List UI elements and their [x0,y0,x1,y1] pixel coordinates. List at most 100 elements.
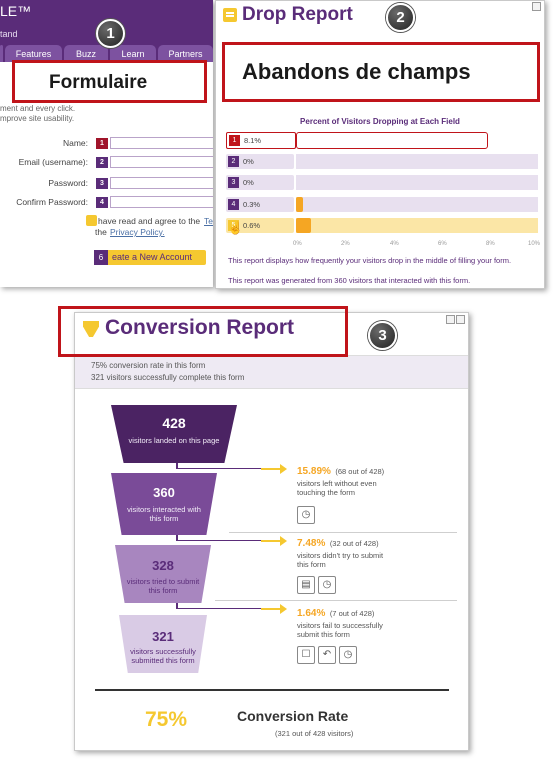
drop-desc: visitors fail to successfully [297,621,383,630]
callout-1: 1 [96,19,125,48]
drop-arrow [261,540,281,542]
undo-icon[interactable]: ↶ [318,646,336,664]
minimize-icon[interactable] [446,315,455,324]
bar-track [296,153,538,169]
label-box-abandons: Abandons de champs [222,42,540,102]
minimize-icon[interactable] [532,2,541,11]
drop-bar [296,196,304,212]
signup-form-panel: LE™ tand Features Buzz Learn Partners me… [0,0,213,287]
flow-line [176,540,261,541]
field-number-badge: 5 [228,220,239,231]
drop-count: (32 out of 428) [329,539,379,548]
drop-arrow [261,608,281,610]
confirm-password-label: Confirm Password: [16,197,88,207]
drop-percent: 0% [243,178,254,187]
label-abandons: Abandons de champs [242,59,471,84]
clock-icon[interactable]: ◷ [339,646,357,664]
field-number-badge: 3 [228,177,239,188]
axis-tick: 8% [486,241,495,247]
drop-percent: 7.48% [297,538,326,549]
axis-tick: 2% [341,241,350,247]
intro-text: mprove site usability. [0,114,75,123]
drop-desc: touching the form [297,488,355,497]
drop-stat-untouched: 15.89% (68 out of 428) visitors left wit… [297,461,447,497]
field-number-badge: 1 [96,138,108,149]
confirm-password-field[interactable] [110,196,213,208]
funnel-desc: visitors tried to submit [126,577,200,586]
field-number-badge: 2 [228,155,239,167]
drop-percent: 1.64% [297,608,326,619]
drop-desc: submit this form [297,630,350,639]
axis-tick: 10% [528,241,541,247]
label-box-formulaire: Formulaire [12,60,207,103]
drop-percent: 8.1% [244,136,262,145]
funnel-count: 428 [162,415,186,431]
funnel-desc: visitors landed on this page [128,436,220,445]
bar-track [296,196,538,212]
axis-tick: 4% [390,241,399,247]
tab-buzz[interactable]: Buzz [64,45,108,62]
site-logo: LE™ [0,3,32,19]
drop-percent: 0% [243,156,254,166]
funnel-desc: visitors successfully [130,647,196,656]
drop-percent: 0.6% [243,221,261,230]
field-number-badge: 2 [96,157,108,168]
field-number-badge: 6 [94,250,108,265]
drop-count: (7 out of 428) [329,609,375,618]
name-field[interactable] [110,137,213,149]
tab-partial[interactable] [0,45,3,62]
funnel-stage-landed: 428 visitors landed on this page [111,405,237,463]
arrow-head-icon [280,604,287,614]
drop-row-label: 4 0.3% [226,196,294,212]
conversion-report-title: Conversion Report [105,316,295,339]
tab-learn[interactable]: Learn [110,45,156,62]
drop-percent: 15.89% [297,466,331,477]
bar-track [296,132,488,149]
flow-line [176,535,178,541]
create-account-label: eate a New Account [112,252,193,262]
funnel-icon [83,321,99,337]
tab-features[interactable]: Features [5,45,62,62]
site-tagline: tand [0,29,18,39]
conversion-report-panel: Conversion Report 75% conversion rate in… [74,312,469,751]
flow-line [176,608,261,609]
form-icon[interactable]: ▤ [297,576,315,594]
close-icon[interactable] [456,315,465,324]
password-field[interactable] [110,177,213,189]
axis-tick: 6% [438,241,447,247]
bar-track [296,175,538,190]
create-account-button[interactable]: 6 eate a New Account [94,250,206,265]
terms-link[interactable]: Te [204,216,213,226]
clock-icon[interactable]: ◷ [318,576,336,594]
funnel-count: 360 [153,485,175,500]
privacy-policy-link[interactable]: Privacy Policy. [110,227,165,237]
email-field[interactable] [110,156,213,168]
agree-checkbox[interactable] [86,215,97,226]
summary-rate: 75% conversion rate in this form [91,361,206,370]
clock-icon[interactable]: ◷ [297,506,315,524]
drop-report-title: Drop Report [242,4,353,25]
email-label: Email (username): [18,157,88,167]
drop-row-label: 2 0% [226,153,294,169]
flow-line [176,463,178,469]
highlight-box-conversion [58,306,348,357]
divider [229,532,457,533]
drop-row-label: 1 8.1% [226,132,296,149]
conversion-rate-sub: (321 out of 428 visitors) [275,729,354,738]
funnel-count: 321 [152,629,174,644]
drop-report-note: This report displays how frequently your… [228,256,512,265]
drop-arrow [261,468,281,470]
divider [95,689,449,691]
funnel-desc: this form [148,586,178,595]
funnel-desc: submitted this form [131,656,195,665]
funnel-stage-tried-submit: 328 visitors tried to submit this form [115,545,211,603]
drop-row-label: 3 0% [226,175,294,190]
drop-bar [296,218,311,233]
field-number-badge: 3 [96,178,108,189]
drop-report-source-note: This report was generated from 360 visit… [228,276,471,285]
square-icon[interactable]: ☐ [297,646,315,664]
summary-visitors: 321 visitors successfully complete this … [91,373,245,382]
tab-partners[interactable]: Partners [158,45,213,62]
divider [215,600,457,601]
callout-2: 2 [386,3,415,32]
